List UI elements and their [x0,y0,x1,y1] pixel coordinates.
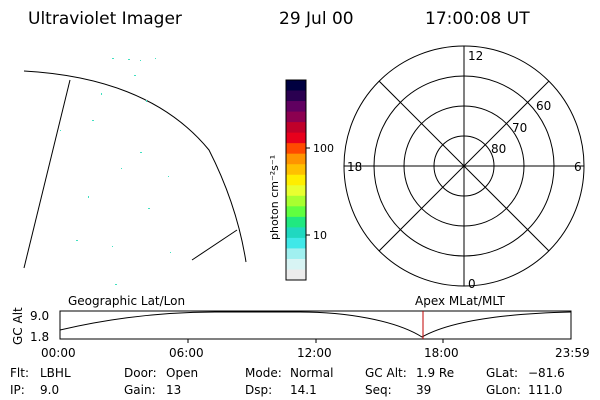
colorbar-cell [286,216,306,228]
status-door-key: Door: [124,366,157,380]
colorbar-cell [286,195,306,207]
status-dsp-key: Dsp: [245,383,273,397]
instrument-title: Ultraviolet Imager [28,9,182,29]
colorbar-cell [286,143,306,155]
altitude-plot-frame [59,310,572,340]
colorbar-cell [286,111,306,123]
status-gcalt-key: GC Alt: [365,366,407,380]
date-label: 29 Jul 00 [279,9,354,29]
colorbar-tick-label-100: 100 [313,142,334,155]
colorbar-cell [286,80,306,92]
colorbar-cells [286,80,306,281]
status-gain-key: Gain: [124,383,156,397]
colorbar-cell [286,258,306,270]
colorbar-frame [285,79,307,281]
status-filter-key: Flt: [10,366,29,380]
colorbar-cell [286,90,306,102]
earth-limb-arc [23,70,247,263]
colorbar-tick-label-10: 10 [313,229,327,242]
x-tick-label-0000: 00:00 [41,346,76,360]
status-mode-value: Normal [290,366,334,380]
status-gain-value: 13 [166,383,182,397]
y-tick-9: 9.0 [30,309,49,323]
mlt-label-12: 12 [468,49,483,63]
status-filter-value: LBHL [40,366,71,380]
status-seq-key: Seq: [365,383,392,397]
status-door-value: Open [166,366,199,380]
colorbar-cell [286,164,306,176]
status-dsp-value: 14.1 [290,383,317,397]
meridian-line [23,79,71,269]
plot-left-title: Geographic Lat/Lon [68,294,185,308]
x-tick-label-1200: 12:00 [297,346,332,360]
status-ip-key: IP: [10,383,25,397]
mlt-label-6: 6 [574,160,582,174]
colorbar-cell [286,237,306,249]
status-mode-key: Mode: [245,366,282,380]
colorbar-cell [286,101,306,113]
status-glat-value: −81.6 [528,366,565,380]
polar-diagonal [378,80,550,252]
colorbar-cell [286,132,306,144]
status-gcalt-value: 1.9 Re [416,366,455,380]
noise-speckles [60,58,171,285]
colorbar-cell [286,227,306,239]
colorbar-cell [286,122,306,134]
status-seq-value: 39 [416,383,432,397]
colorbar-cell [286,185,306,197]
mlat-label-80: 80 [491,142,506,156]
x-tick-label-0600: 06:00 [169,346,204,360]
mlat-label-70: 70 [512,121,527,135]
lon-line [191,229,238,261]
status-glon-key: GLon: [486,383,521,397]
altitude-curve [59,311,572,338]
colorbar-cell [286,269,306,281]
status-glon-value: 111.0 [528,383,563,397]
colorbar-unit-label: photon cm⁻²s⁻¹ [268,155,281,240]
colorbar-cell [286,206,306,218]
y-tick-1-8: 1.8 [30,330,49,344]
colorbar-cell [286,248,306,260]
status-glat-key: GLat: [486,366,519,380]
mlt-label-0: 0 [468,277,476,291]
colorbar-cell [286,153,306,165]
mlat-label-60: 60 [536,99,551,113]
plot-right-title: Apex MLat/MLT [415,294,505,308]
y-axis-label: GC Alt [11,307,25,345]
mlt-label-18: 18 [347,160,362,174]
x-tick-label-1800: 18:00 [424,346,459,360]
colorbar-cell [286,174,306,186]
status-ip-value: 9.0 [40,383,60,397]
time-label: 17:00:08 UT [425,9,530,29]
x-tick-label-2359: 23:59 [555,346,590,360]
